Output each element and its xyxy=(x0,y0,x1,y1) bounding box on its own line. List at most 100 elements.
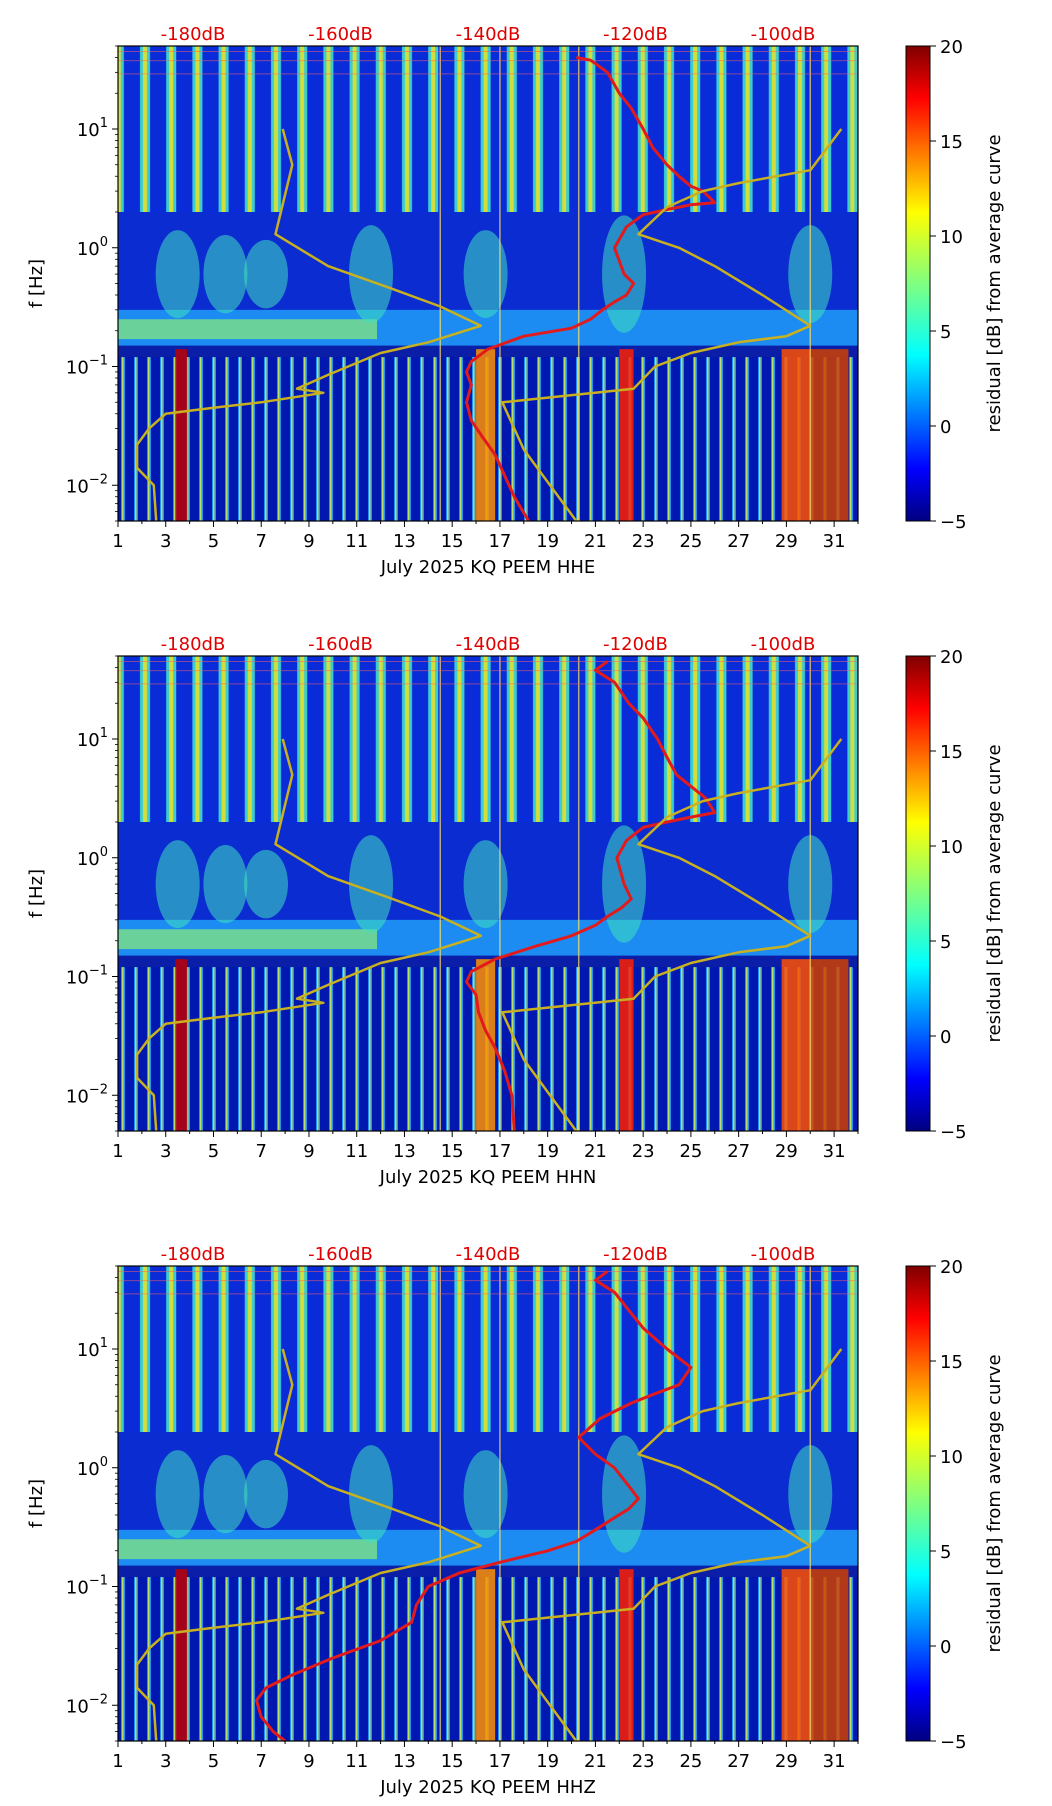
y-tick-label: 100 xyxy=(77,1455,108,1480)
heatmap-plume-4 xyxy=(463,230,508,319)
heatmap-plume-0 xyxy=(155,1450,200,1539)
heatmap-plume-2 xyxy=(244,1459,288,1529)
y-axis-label: f [Hz] xyxy=(26,869,47,918)
heatmap-hf-band xyxy=(118,1266,858,1433)
x-tick-label: 29 xyxy=(775,531,798,552)
x-tick-label: 9 xyxy=(303,531,314,552)
x-tick-label: 13 xyxy=(393,531,416,552)
colorbar-tick-label: 5 xyxy=(940,1542,951,1563)
heatmap-plume-1 xyxy=(203,844,248,924)
heatmap-event-1 xyxy=(476,1569,496,1741)
heatmap-plume-4 xyxy=(463,1450,508,1539)
x-tick-label: 11 xyxy=(345,531,368,552)
top-db-label: -180dB xyxy=(161,24,226,45)
colorbar-tick-label: −5 xyxy=(940,1122,967,1143)
heatmap-event-2 xyxy=(619,959,634,1131)
top-db-label: -160dB xyxy=(308,1244,373,1265)
colorbar-tick-label: 10 xyxy=(940,1447,963,1468)
x-axis-label: July 2025 KQ PEEM HHE xyxy=(380,557,596,578)
spectrogram-panel-2: 1 3 5 7 9 11 13 15 17 19 21 23 25 27 29 3110110010−110−… xyxy=(26,634,1005,1188)
heatmap-event-0 xyxy=(175,349,188,521)
heatmap-area xyxy=(118,1266,858,1741)
top-db-label: -160dB xyxy=(308,24,373,45)
average-curve-line xyxy=(465,56,717,522)
heatmap-event-1 xyxy=(476,349,496,521)
y-tick-label: 10−1 xyxy=(66,1574,108,1599)
x-tick-label: 1 xyxy=(112,1141,123,1162)
heatmap-microseism-peak xyxy=(118,319,377,340)
x-tick-label: 17 xyxy=(488,531,511,552)
colorbar-tick-label: 5 xyxy=(940,322,951,343)
heatmap-event-3 xyxy=(781,1569,811,1741)
heatmap-plume-3 xyxy=(349,225,394,324)
x-tick-label: 23 xyxy=(632,531,655,552)
x-tick-label: 31 xyxy=(823,1141,846,1162)
colorbar-tick-label: 20 xyxy=(940,647,963,668)
heatmap-event-1 xyxy=(476,959,496,1131)
y-axis-label: f [Hz] xyxy=(26,259,47,308)
heatmap-plume-0 xyxy=(155,840,200,929)
x-tick-label: 5 xyxy=(208,1751,219,1772)
colorbar-tick-label: 10 xyxy=(940,837,963,858)
x-tick-label: 29 xyxy=(775,1751,798,1772)
x-tick-label: 11 xyxy=(345,1141,368,1162)
colorbar-tick-label: 15 xyxy=(940,1352,963,1373)
x-tick-label: 31 xyxy=(823,1751,846,1772)
x-tick-label: 7 xyxy=(255,531,266,552)
x-tick-label: 13 xyxy=(393,1141,416,1162)
heatmap-event-4 xyxy=(810,959,849,1131)
x-tick-label: 29 xyxy=(775,1141,798,1162)
heatmap-plume-3 xyxy=(349,835,394,934)
colorbar-tick-label: 15 xyxy=(940,742,963,763)
y-tick-label: 101 xyxy=(77,726,108,751)
colorbar-tick-label: 0 xyxy=(940,1637,951,1658)
average-curve-line xyxy=(255,1270,693,1743)
y-tick-label: 10−2 xyxy=(66,1082,108,1107)
heatmap-event-3 xyxy=(781,349,811,521)
y-tick-label: 101 xyxy=(77,116,108,141)
top-db-label: -180dB xyxy=(161,634,226,655)
heatmap-area xyxy=(118,46,858,521)
x-tick-label: 23 xyxy=(632,1751,655,1772)
x-tick-label: 3 xyxy=(160,1141,171,1162)
top-db-label: -120dB xyxy=(603,1244,668,1265)
heatmap-hf-band xyxy=(118,46,858,213)
top-db-label: -100dB xyxy=(751,24,816,45)
x-tick-label: 19 xyxy=(536,1141,559,1162)
top-db-label: -120dB xyxy=(603,634,668,655)
x-tick-label: 9 xyxy=(303,1751,314,1772)
colorbar-tick-label: 0 xyxy=(940,1027,951,1048)
x-tick-label: 27 xyxy=(727,1751,750,1772)
x-tick-label: 7 xyxy=(255,1751,266,1772)
x-tick-label: 3 xyxy=(160,531,171,552)
y-tick-label: 10−2 xyxy=(66,472,108,497)
x-tick-label: 13 xyxy=(393,1751,416,1772)
heatmap-plume-0 xyxy=(155,230,200,319)
colorbar-tick-label: 0 xyxy=(940,417,951,438)
heatmap-event-3 xyxy=(781,959,811,1131)
x-tick-label: 17 xyxy=(488,1141,511,1162)
heatmap-plume-4 xyxy=(463,840,508,929)
y-tick-label: 10−1 xyxy=(66,354,108,379)
colorbar-label: residual [dB] from average curve xyxy=(984,744,1005,1042)
model-curve-line-1 xyxy=(135,1348,483,1742)
heatmap-event-2 xyxy=(619,1569,634,1741)
heatmap-plume-1 xyxy=(203,234,248,314)
x-tick-label: 1 xyxy=(112,1751,123,1772)
colorbar-tick-label: 20 xyxy=(940,37,963,58)
colorbar-tick-label: 20 xyxy=(940,1257,963,1278)
heatmap-event-0 xyxy=(175,1569,188,1741)
colorbar xyxy=(905,45,931,522)
heatmap-plume-2 xyxy=(244,239,288,309)
colorbar-tick-label: 5 xyxy=(940,932,951,953)
x-tick-label: 15 xyxy=(441,1141,464,1162)
x-tick-label: 9 xyxy=(303,1141,314,1162)
top-db-label: -120dB xyxy=(603,24,668,45)
heatmap-plume-2 xyxy=(244,849,288,919)
heatmap-plume-5 xyxy=(602,1435,647,1553)
y-tick-label: 10−1 xyxy=(66,964,108,989)
x-tick-label: 5 xyxy=(208,1141,219,1162)
y-tick-label: 10−2 xyxy=(66,1692,108,1717)
heatmap-plume-3 xyxy=(349,1445,394,1544)
